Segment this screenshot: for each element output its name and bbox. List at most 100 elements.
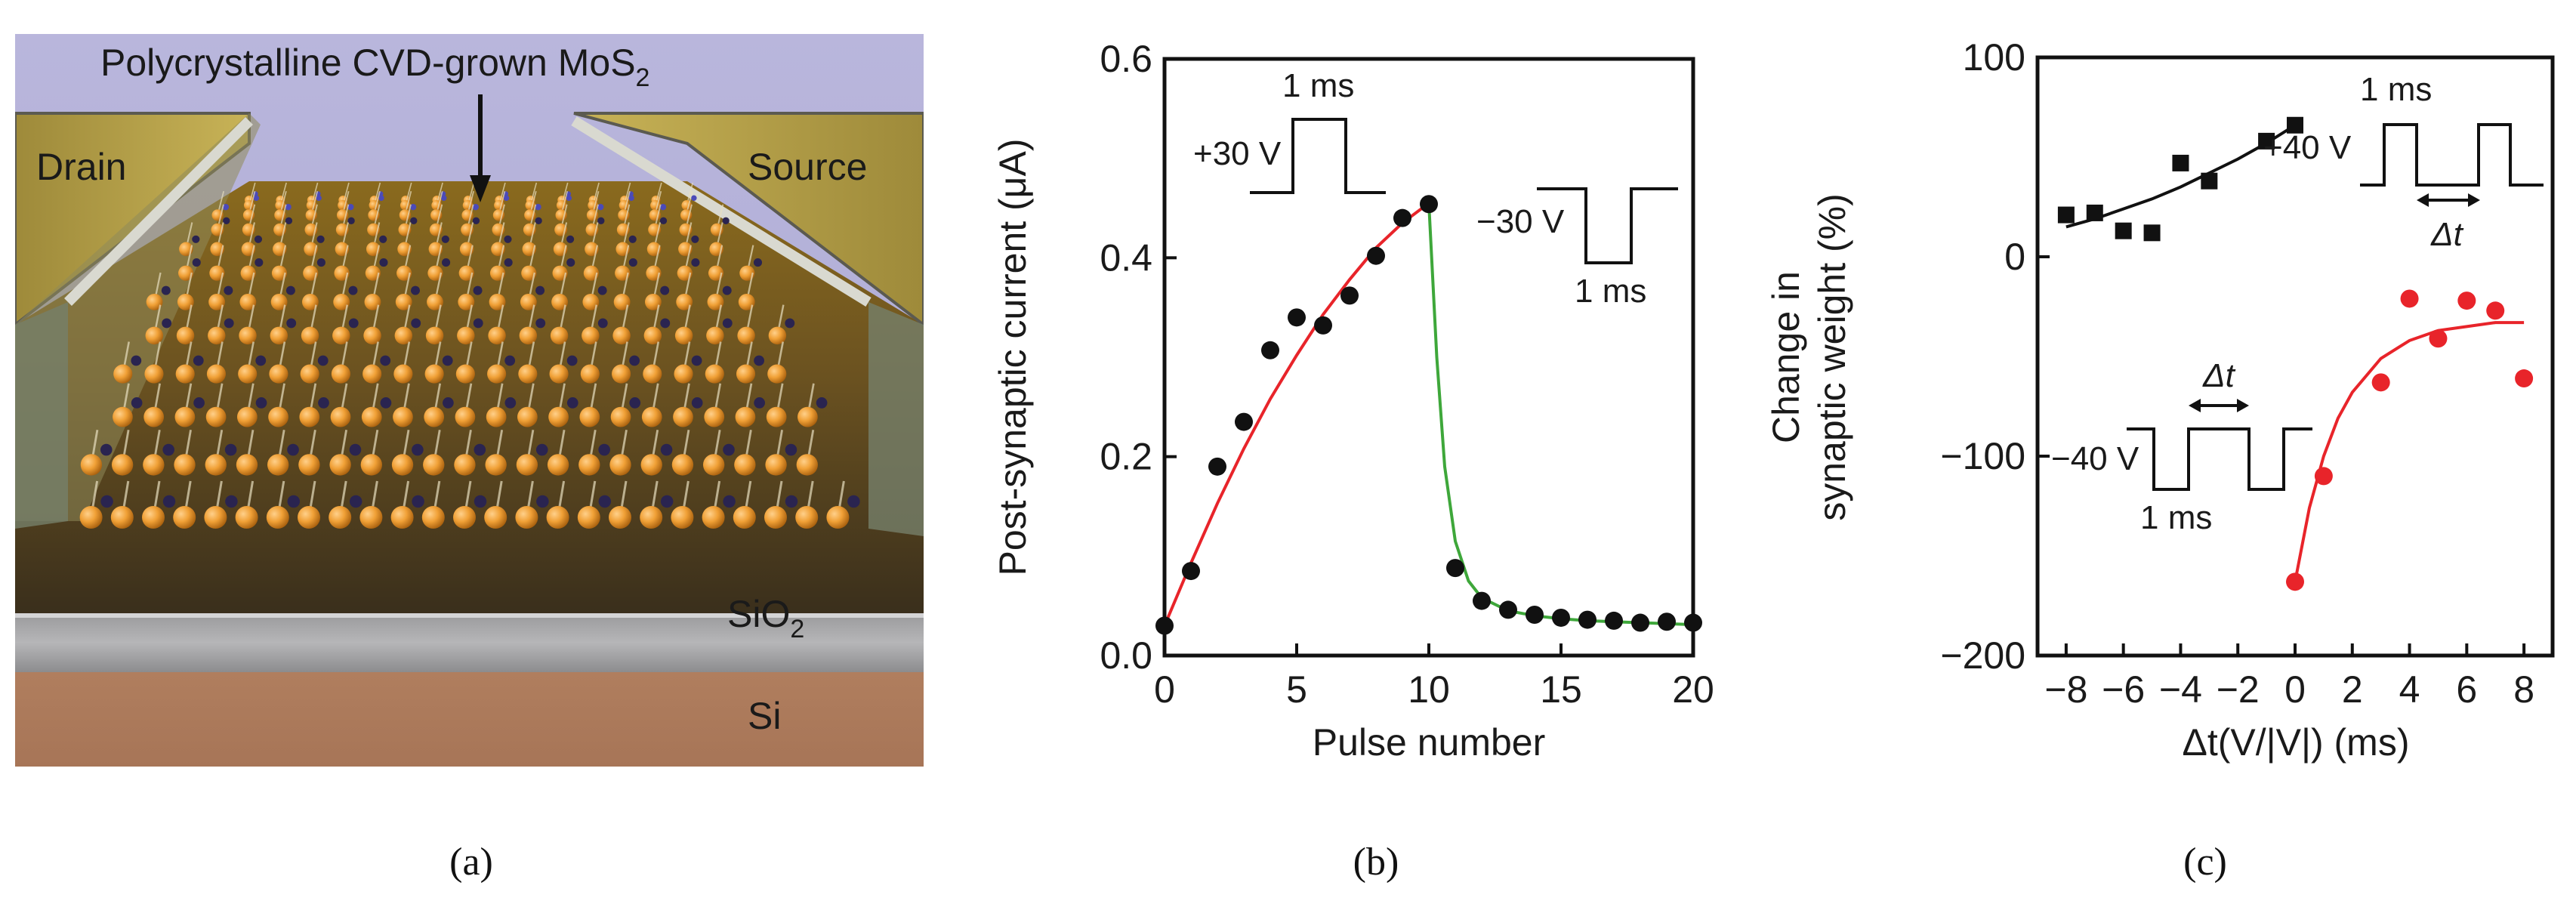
chart-b-point-measured (1446, 559, 1464, 578)
molybdenum-atom (659, 203, 667, 211)
sulfur-atom (208, 326, 226, 345)
molybdenum-atom (192, 258, 201, 267)
chart-b-ytick-label: 0.2 (1100, 436, 1152, 478)
molybdenum-atom (535, 217, 542, 224)
sulfur-atom (579, 406, 600, 427)
sulfur-atom (111, 454, 134, 476)
chart-c-point-depression (2314, 467, 2333, 486)
molybdenum-atom (474, 495, 487, 508)
molybdenum-atom (754, 397, 765, 409)
molybdenum-atom (253, 195, 260, 201)
sulfur-atom (269, 364, 288, 384)
molybdenum-atom (162, 495, 176, 508)
chart-b-xtick-label: 0 (1154, 668, 1175, 711)
sulfur-atom (517, 406, 538, 427)
sulfur-atom (143, 406, 165, 427)
molybdenum-atom (473, 318, 483, 329)
sulfur-atom (424, 406, 445, 427)
sulfur-atom (393, 406, 413, 427)
chart-b-ytick-label: 0.0 (1100, 634, 1152, 677)
molybdenum-atom (318, 397, 329, 409)
chart-c-inset-pos-dt: Δt (2430, 216, 2464, 253)
chart-b-depression-fit-line (1427, 202, 1694, 627)
molybdenum-atom (255, 258, 264, 267)
molybdenum-atom (473, 285, 483, 295)
sulfur-atom (733, 506, 756, 529)
chart-c-inset-pos-voltage: +40 V (2263, 129, 2352, 166)
molybdenum-atom (504, 258, 513, 267)
molybdenum-atom (412, 495, 424, 508)
molybdenum-atom (722, 318, 733, 329)
molybdenum-atom (598, 443, 610, 456)
molybdenum-atom (847, 495, 860, 508)
sulfur-atom (302, 293, 319, 310)
chart-b-xtick-label: 20 (1672, 668, 1714, 711)
molybdenum-atom (722, 285, 732, 295)
sulfur-atom (488, 326, 506, 345)
chart-b-point-measured (1420, 195, 1438, 214)
molybdenum-atom (660, 495, 674, 508)
molybdenum-atom (412, 443, 424, 456)
molybdenum-atom (785, 443, 797, 456)
sulfur-atom (645, 293, 662, 310)
molybdenum-atom (193, 355, 204, 366)
sulfur-atom (175, 364, 195, 384)
molybdenum-atom (660, 318, 671, 329)
chart-b-point-measured (1605, 611, 1623, 630)
sulfur-atom (421, 506, 445, 529)
chart-c-inset-neg-dt: Δt (2202, 357, 2236, 394)
chart-b-point-measured (1631, 613, 1649, 632)
molybdenum-atom (378, 195, 384, 201)
sulfur-atom (767, 364, 787, 384)
sulfur-atom (300, 364, 319, 384)
molybdenum-atom (225, 495, 238, 508)
molybdenum-atom (566, 355, 578, 366)
sulfur-atom (673, 406, 693, 427)
chart-c-point-potentiation (2201, 172, 2218, 190)
chart-c-inset-pos-width: 1 ms (2360, 71, 2432, 108)
molybdenum-atom (660, 443, 673, 456)
molybdenum-atom (347, 203, 354, 211)
molybdenum-atom (629, 355, 640, 366)
chart-b-point-measured (1314, 316, 1332, 335)
sulfur-atom (702, 506, 725, 529)
molybdenum-atom (659, 217, 668, 224)
sulfur-atom (423, 454, 445, 476)
molybdenum-atom (316, 195, 322, 201)
molybdenum-atom (691, 235, 699, 243)
molybdenum-atom (628, 195, 634, 201)
chart-c-xtick-label: 2 (2342, 668, 2363, 711)
sulfur-atom (330, 406, 351, 427)
molybdenum-atom (100, 443, 113, 456)
sulfur-atom (577, 506, 600, 529)
sulfur-atom (552, 265, 568, 281)
chart-c-point-potentiation (2143, 224, 2161, 242)
sulfur-atom (110, 506, 134, 529)
sulfur-atom (208, 293, 225, 310)
chart-b-point-measured (1393, 208, 1411, 227)
molybdenum-atom (504, 235, 512, 243)
sulfur-atom (737, 326, 755, 345)
sulfur-atom (424, 364, 444, 384)
molybdenum-atom (286, 318, 297, 329)
sulfur-atom (145, 326, 163, 345)
sulfur-atom (331, 364, 350, 384)
molybdenum-atom (474, 443, 486, 456)
molybdenum-atom (440, 195, 447, 201)
sulfur-atom (612, 364, 631, 384)
molybdenum-atom (785, 495, 798, 508)
chart-c-point-depression (2457, 292, 2476, 310)
molybdenum-atom (472, 217, 480, 224)
sulfur-atom (239, 326, 257, 345)
sulfur-atom (487, 364, 507, 384)
molybdenum-atom (535, 285, 545, 295)
chart-b-ylabel: Post-synaptic current (μA) (992, 139, 1034, 576)
sulfur-atom (738, 293, 755, 310)
chart-b-point-measured (1684, 613, 1702, 632)
sulfur-atom (177, 293, 194, 310)
chart-c-ylabel-line1: Change in (1765, 271, 1807, 443)
molybdenum-atom (753, 258, 763, 267)
molybdenum-atom (224, 443, 237, 456)
sulfur-atom (80, 454, 103, 476)
